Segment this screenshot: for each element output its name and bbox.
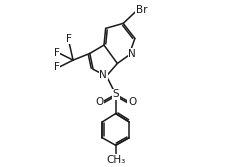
Text: Br: Br bbox=[135, 5, 147, 15]
Text: CH₃: CH₃ bbox=[106, 155, 125, 165]
Text: N: N bbox=[128, 49, 136, 59]
Text: F: F bbox=[66, 34, 72, 44]
Text: N: N bbox=[99, 70, 106, 80]
Text: O: O bbox=[95, 97, 103, 107]
Text: F: F bbox=[54, 48, 59, 58]
Text: O: O bbox=[127, 97, 136, 107]
Text: F: F bbox=[54, 62, 59, 72]
Text: S: S bbox=[112, 89, 118, 99]
